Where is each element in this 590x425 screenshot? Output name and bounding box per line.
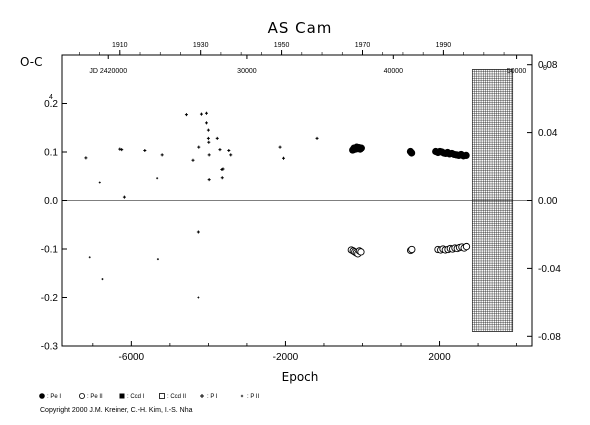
legend-label: : Ccd II <box>167 394 186 400</box>
pe-ii-point <box>462 242 471 251</box>
jd-tick-label: 50000 <box>507 68 527 75</box>
legend-plus-icon <box>200 394 204 398</box>
top-right-corner-mark: 0 <box>543 65 547 72</box>
chart-title: AS Cam <box>268 19 333 37</box>
pe-i-point <box>408 149 416 157</box>
year-tick-label: 1970 <box>355 42 371 49</box>
p-i-point <box>204 111 208 115</box>
x-tick-label: -2000 <box>273 352 299 363</box>
legend-open-circle-icon <box>79 392 86 399</box>
legend-small-plus-icon <box>240 394 244 398</box>
right-y-tick-label: 0.08 <box>538 60 558 71</box>
p-ii-point <box>197 296 200 299</box>
p-i-point <box>197 145 201 149</box>
p-i-point <box>278 145 282 149</box>
year-tick-label: 1930 <box>193 42 209 49</box>
y-tick-label: -0.1 <box>41 245 59 256</box>
legend-label: : P II <box>247 394 260 400</box>
p-i-point <box>196 230 200 234</box>
x-tick-label: -6000 <box>119 352 145 363</box>
y-tick-label: 0.0 <box>44 196 58 207</box>
right-y-tick-label: -0.08 <box>538 332 561 343</box>
legend-filled-square-icon <box>119 393 125 399</box>
x-tick-label: 2000 <box>428 352 451 363</box>
y-axis-corner-mark: 4 <box>49 94 53 101</box>
year-tick-label: 1990 <box>436 42 452 49</box>
p-i-point <box>84 156 88 160</box>
p-ii-point <box>88 256 91 259</box>
p-i-point <box>207 140 211 144</box>
pe-i-point <box>462 151 470 159</box>
data-points <box>84 111 471 299</box>
p-ii-point <box>101 278 104 281</box>
p-i-point <box>143 149 147 153</box>
pe-i-point <box>357 144 365 152</box>
p-i-point <box>191 158 195 162</box>
jd-tick-label: JD 2420000 <box>89 68 127 75</box>
p-i-point <box>207 153 211 157</box>
p-i-point <box>184 113 188 117</box>
legend-open-square-icon <box>159 393 165 399</box>
y-tick-label: -0.3 <box>41 342 59 353</box>
p-i-point <box>282 156 286 160</box>
p-i-point <box>122 195 126 199</box>
jd-tick-label: 40000 <box>384 68 404 75</box>
p-i-point <box>206 136 210 140</box>
p-i-point <box>204 121 208 125</box>
p-i-point <box>229 153 233 157</box>
p-i-point <box>206 128 210 132</box>
jd-tick-label: 30000 <box>237 68 257 75</box>
p-i-point <box>315 136 319 140</box>
p-i-point <box>199 112 203 116</box>
p-i-point <box>120 148 124 152</box>
p-i-point <box>221 167 225 171</box>
year-tick-label: 1950 <box>274 42 290 49</box>
y-tick-label: 0.2 <box>44 99 58 110</box>
p-i-point <box>220 176 224 180</box>
y-axis-label: O-C <box>20 55 43 69</box>
p-i-point <box>218 148 222 152</box>
p-ii-point <box>98 181 101 184</box>
p-i-point <box>207 178 211 182</box>
p-ii-point <box>156 258 159 261</box>
legend: : Pe I : Pe II : Ccd I : Ccd II : P I : P II <box>39 392 260 400</box>
p-ii-point <box>156 177 159 180</box>
legend-label: : Pe II <box>87 394 103 400</box>
p-i-point <box>227 149 231 153</box>
p-i-point <box>215 136 219 140</box>
right-y-tick-label: 0.04 <box>538 128 558 139</box>
right-y-tick-label: -0.04 <box>538 264 561 275</box>
x-axis-label: Epoch <box>282 370 319 384</box>
axes: -0.3 -0.2 -0.1 0.0 0.1 0.2 -0.08 -0.04 0.00 0.04 0… <box>41 42 561 363</box>
legend-filled-circle-icon <box>39 393 45 399</box>
legend-label: : Ccd I <box>127 394 145 400</box>
y-tick-label: -0.2 <box>41 293 59 304</box>
legend-label: : P I <box>207 394 218 400</box>
copyright-text: Copyright 2000 J.M. Kreiner, C.-H. Kim, … <box>40 407 193 414</box>
y-tick-label: 0.1 <box>44 148 58 159</box>
year-tick-label: 1910 <box>112 42 128 49</box>
p-i-point <box>160 153 164 157</box>
legend-label: : Pe I <box>47 394 61 400</box>
pe-ii-point <box>357 248 365 256</box>
pe-ii-point <box>408 245 416 254</box>
right-y-tick-label: 0.00 <box>538 196 558 207</box>
